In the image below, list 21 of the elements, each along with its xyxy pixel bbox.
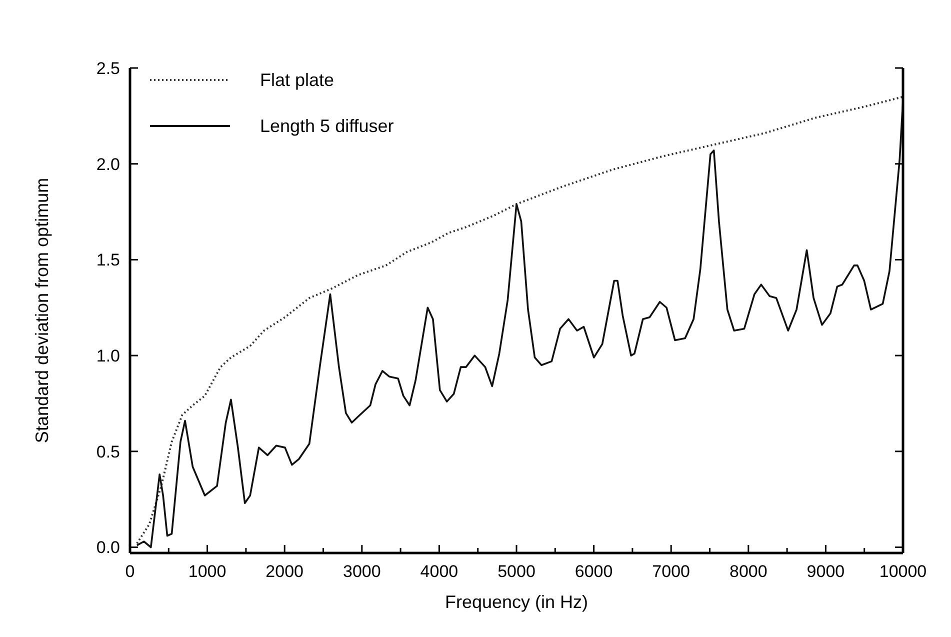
x-tick-label: 4000 <box>420 562 458 581</box>
y-tick-label: 0.5 <box>96 442 120 462</box>
x-tick-label: 3000 <box>342 562 381 581</box>
y-tick-label: 1.0 <box>96 346 120 366</box>
x-tick-label: 5000 <box>498 562 536 581</box>
x-tick-label: 10000 <box>879 562 927 581</box>
x-tick-label: 9000 <box>806 562 845 581</box>
y-tick-label: 0.0 <box>96 538 120 558</box>
x-axis-title: Frequency (in Hz) <box>444 592 588 612</box>
x-tick-label: 1000 <box>188 562 226 581</box>
x-tick-label: 2000 <box>266 562 304 581</box>
y-axis-title: Standard deviation from optimum <box>32 178 52 444</box>
x-tick-label: 6000 <box>574 562 613 581</box>
legend-label: Flat plate <box>260 70 334 90</box>
x-tick-label: 0 <box>125 562 135 581</box>
y-tick-label: 2.0 <box>96 154 120 174</box>
x-tick-label: 8000 <box>729 562 768 581</box>
legend-label: Length 5 diffuser <box>260 116 394 136</box>
y-tick-label: 2.5 <box>96 59 120 78</box>
x-tick-label: 7000 <box>652 562 690 581</box>
y-tick-label: 1.5 <box>96 250 120 270</box>
